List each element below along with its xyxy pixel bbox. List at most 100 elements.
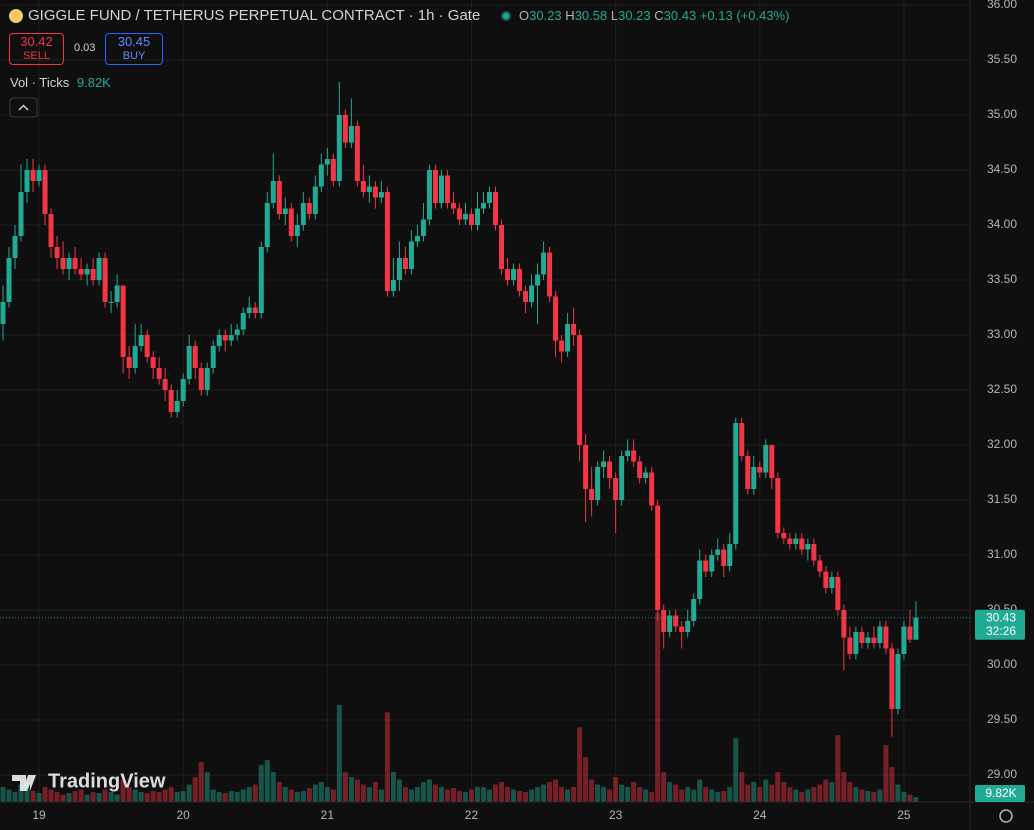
ohlc-label: C xyxy=(654,8,664,23)
change-label: +0.13 (+0.43%) xyxy=(699,8,790,23)
volume-bar xyxy=(589,779,595,802)
settings-icon xyxy=(999,809,1013,823)
candle-body xyxy=(625,450,631,456)
candle-body xyxy=(246,307,252,313)
buy-button[interactable]: 30.45 BUY xyxy=(105,33,163,65)
candle-body xyxy=(595,467,601,500)
candle-body xyxy=(36,170,42,181)
candle-body xyxy=(775,478,781,533)
volume-bar xyxy=(715,792,721,802)
volume-bar xyxy=(234,792,240,802)
volume-bar xyxy=(90,792,96,802)
candle-body xyxy=(547,252,553,297)
candle-body xyxy=(426,170,432,220)
candle-body xyxy=(348,126,354,143)
candle-body xyxy=(661,610,667,632)
volume-bar xyxy=(565,789,571,802)
volume-bar xyxy=(174,792,180,802)
volume-bar xyxy=(66,793,72,802)
candle-body xyxy=(571,324,577,335)
volume-bar xyxy=(643,789,649,802)
volume-bar xyxy=(661,772,667,802)
candle-body xyxy=(643,472,649,478)
volume-bar xyxy=(529,789,535,802)
volume-bar xyxy=(120,779,126,802)
volume-bar xyxy=(817,784,823,802)
ohlc-label: L xyxy=(610,8,619,23)
candle-body xyxy=(264,203,270,247)
candle-body xyxy=(679,626,685,632)
volume-bar xyxy=(775,772,781,802)
volume-bar xyxy=(126,787,132,802)
candle-body xyxy=(589,489,595,500)
candle-body xyxy=(60,258,66,269)
candle-body xyxy=(673,615,679,627)
collapse-button[interactable] xyxy=(9,97,38,118)
button-frame[interactable] xyxy=(9,97,38,118)
candle-body xyxy=(871,637,877,643)
candle-body xyxy=(126,357,132,368)
candle-body xyxy=(366,186,372,192)
candle-body xyxy=(378,192,384,198)
candle-body xyxy=(438,175,444,203)
candle-body xyxy=(523,291,529,302)
candle-body xyxy=(276,181,282,214)
candle-body xyxy=(414,236,420,242)
volume-bar xyxy=(607,789,613,802)
candle-body xyxy=(535,274,541,286)
y-tick-label: 29.50 xyxy=(987,712,1017,726)
volume-bar xyxy=(210,789,216,802)
volume-bar xyxy=(132,789,138,802)
candle-body xyxy=(162,379,168,390)
volume-bar xyxy=(402,787,408,802)
volume-bar xyxy=(709,789,715,802)
candle-body xyxy=(228,335,234,341)
volume-bar xyxy=(228,791,234,802)
candle-body xyxy=(907,626,913,640)
volume-bar xyxy=(745,784,751,802)
candle-body xyxy=(306,203,312,214)
candle-body xyxy=(462,214,468,220)
y-tick-label: 29.00 xyxy=(987,767,1017,781)
candle-body xyxy=(54,247,60,258)
volume-bar xyxy=(517,791,523,802)
volume-bar xyxy=(739,772,745,802)
volume-bar xyxy=(360,784,366,802)
volume-bar xyxy=(312,784,318,802)
volume-bar xyxy=(300,791,306,802)
candle-body xyxy=(727,544,733,566)
candle-body xyxy=(474,208,480,225)
x-tick-label: 19 xyxy=(32,808,46,822)
candle-body xyxy=(198,368,204,390)
logo-mark xyxy=(12,775,36,791)
volume-bar xyxy=(871,792,877,802)
candle-body xyxy=(601,461,607,467)
volume-bar xyxy=(150,791,156,802)
logo-text: TradingView xyxy=(48,770,166,792)
candle-body xyxy=(480,203,486,209)
volume-bar xyxy=(336,704,342,802)
candle-body xyxy=(6,258,12,302)
volume-bar xyxy=(282,787,288,802)
candle-body xyxy=(517,269,523,291)
volume-bar xyxy=(697,779,703,802)
volume-bar xyxy=(703,787,709,802)
volume-bar xyxy=(757,787,763,802)
candle-body xyxy=(751,467,757,489)
volume-bar xyxy=(54,792,60,802)
candle-body xyxy=(408,241,414,269)
volume-value: 9.82K xyxy=(76,75,111,90)
volume-bar xyxy=(793,789,799,802)
candle-body xyxy=(12,236,18,258)
buy-label: BUY xyxy=(122,50,146,62)
candle-body xyxy=(733,423,739,544)
chevron-icon xyxy=(18,104,29,111)
volume-bar xyxy=(294,792,300,802)
candle-body xyxy=(234,329,240,335)
sell-button[interactable]: 30.42 SELL xyxy=(9,33,64,65)
volume-bar xyxy=(571,787,577,802)
candle-body xyxy=(114,285,120,302)
volume-bar xyxy=(829,782,835,802)
volume-bar xyxy=(384,712,390,802)
